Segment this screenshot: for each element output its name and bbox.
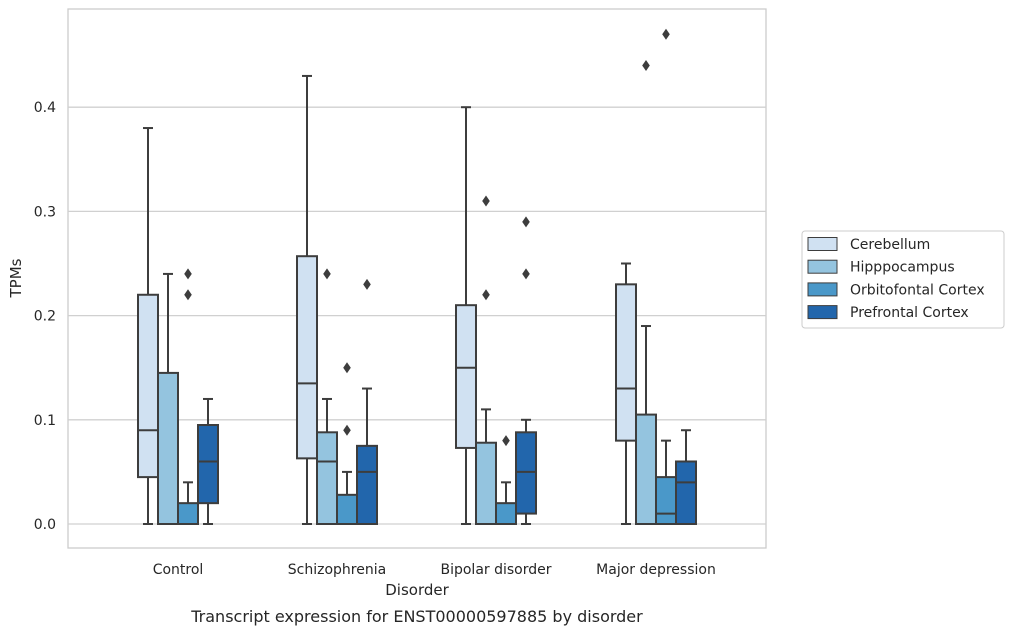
x-axis-ticks: Control Schizophrenia Bipolar disorder Majo…	[153, 562, 716, 578]
box-body	[675, 460, 697, 526]
outlier-point	[642, 60, 650, 72]
box	[455, 106, 477, 525]
box	[177, 268, 199, 526]
outlier-point	[522, 216, 530, 228]
box-body	[455, 304, 477, 449]
box	[316, 268, 338, 525]
x-tick-label: Schizophrenia	[288, 562, 386, 578]
outlier-point	[363, 278, 371, 290]
box	[615, 262, 637, 525]
box-body	[157, 371, 179, 525]
x-tick-label: Control	[153, 562, 204, 578]
series-prefrontal-cortex	[197, 216, 697, 526]
y-tick-label: 0.4	[34, 100, 56, 116]
box	[137, 127, 159, 525]
y-axis-ticks: 0.0 0.1 0.2 0.3 0.4	[34, 100, 56, 533]
box	[675, 429, 697, 526]
box	[475, 195, 497, 525]
y-tick-label: 0.1	[34, 413, 56, 429]
outlier-point	[502, 435, 510, 447]
box-body	[197, 424, 219, 505]
outlier-point	[343, 362, 351, 374]
box-body	[316, 431, 338, 525]
box-body	[336, 493, 358, 526]
outlier-point	[184, 289, 192, 301]
y-axis-title: TPMs	[7, 258, 25, 298]
box-body	[635, 413, 657, 525]
box-body	[615, 283, 637, 442]
y-tick-label: 0.3	[34, 204, 56, 220]
box	[356, 278, 378, 526]
x-axis-title: Disorder	[385, 581, 449, 599]
legend-label: Hipppocampus	[850, 260, 955, 276]
box-body	[515, 431, 537, 515]
outlier-point	[662, 28, 670, 40]
box	[635, 60, 657, 525]
series-hipppocampus	[157, 60, 657, 525]
box-body	[177, 502, 199, 526]
box	[515, 216, 537, 525]
outlier-point	[482, 195, 490, 207]
box-body	[495, 502, 517, 526]
legend-label: Prefrontal Cortex	[850, 305, 969, 321]
x-tick-label: Bipolar disorder	[440, 562, 551, 578]
box-body	[356, 444, 378, 526]
box-body	[475, 441, 497, 525]
legend-frame	[801, 230, 1005, 329]
box-body	[655, 476, 677, 525]
chart-caption: Transcript expression for ENST0000059788…	[190, 607, 643, 626]
y-tick-label: 0.0	[34, 517, 56, 533]
legend-swatch	[807, 259, 838, 274]
legend-label: Cerebellum	[850, 237, 930, 253]
box-groups	[137, 28, 697, 526]
box	[197, 397, 219, 525]
x-tick-label: Major depression	[596, 562, 716, 578]
box-body	[296, 255, 318, 460]
box-body	[137, 293, 159, 479]
outlier-point	[343, 424, 351, 436]
outlier-point	[482, 289, 490, 301]
legend: Cerebellum Hipppocampus Orbitofontal Corte…	[801, 230, 1005, 329]
legend-label: Orbitofontal Cortex	[850, 282, 985, 298]
y-tick-label: 0.2	[34, 309, 56, 325]
legend-swatch	[807, 237, 838, 251]
legend-swatch	[807, 282, 838, 297]
legend-swatch	[807, 305, 838, 320]
outlier-point	[323, 268, 331, 280]
box	[157, 272, 179, 525]
box	[655, 28, 677, 525]
outlier-point	[184, 268, 192, 280]
series-orbitofontal-cortex	[177, 28, 677, 526]
series-cerebellum	[137, 74, 637, 525]
outlier-point	[522, 268, 530, 280]
box	[296, 74, 318, 525]
